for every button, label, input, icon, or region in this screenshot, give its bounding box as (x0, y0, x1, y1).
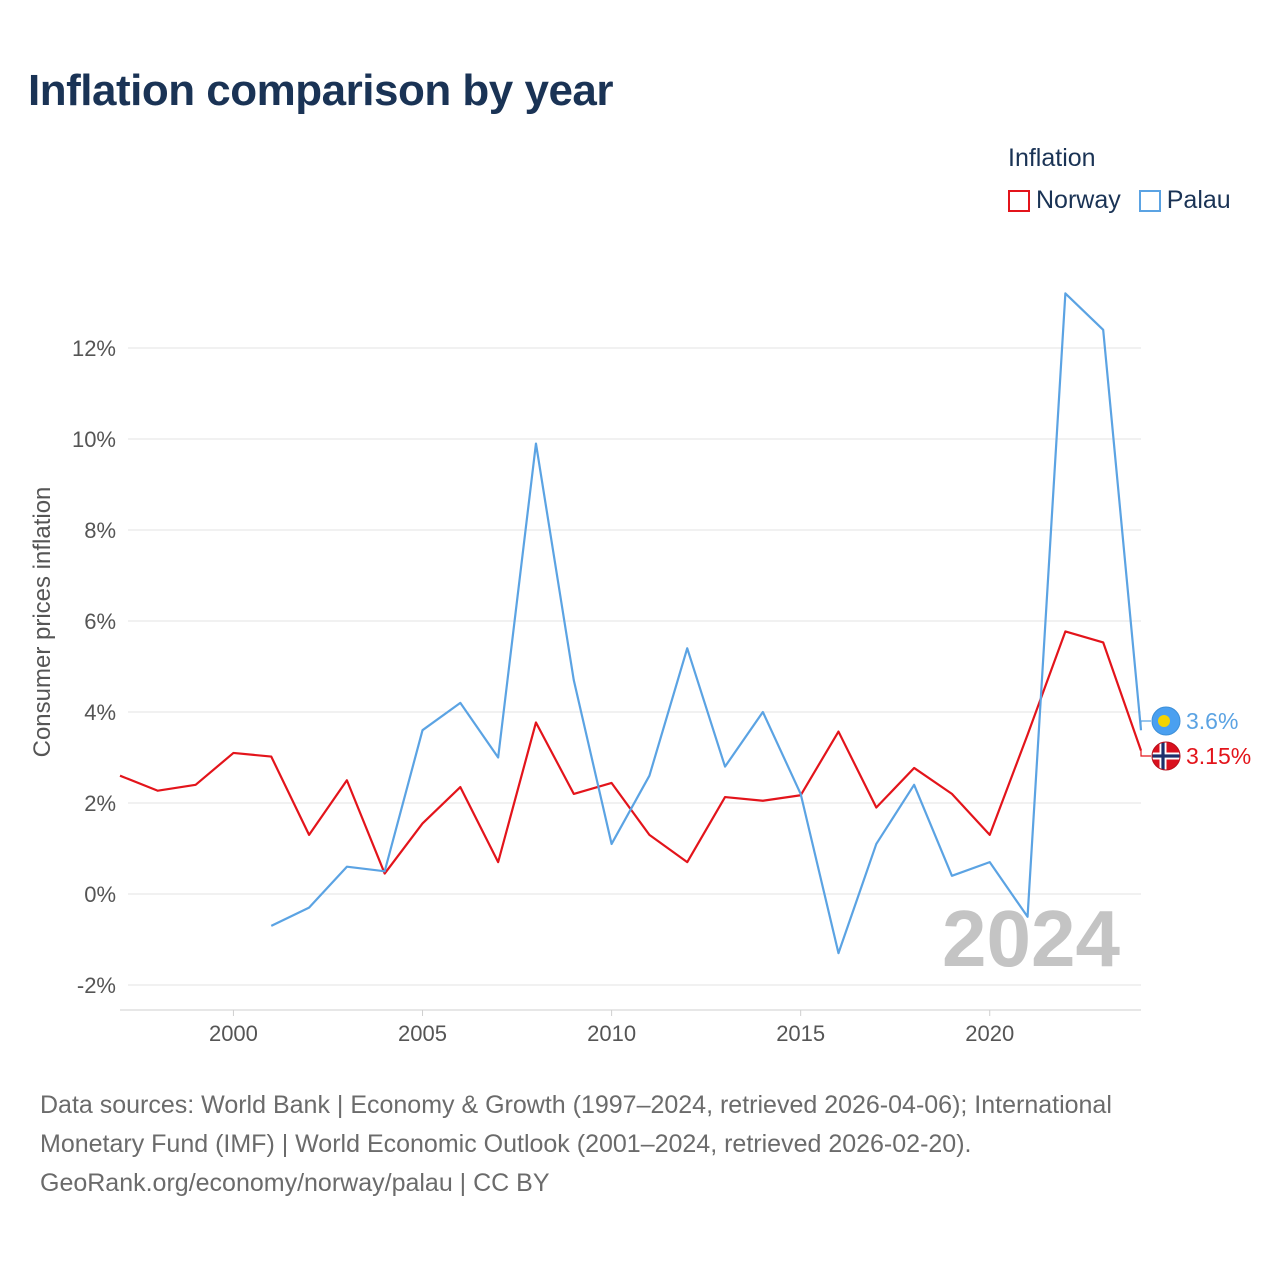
gridlines (128, 347, 1141, 986)
y-axis-ticks: -2% 0% 2% 4% 6% 8% 10% 12% (72, 336, 116, 998)
y-tick-label: 6% (84, 609, 116, 634)
x-axis-ticks: 2000 2005 2010 2015 2020 (209, 1010, 1014, 1046)
legend-label-palau: Palau (1166, 186, 1231, 214)
legend-title: Inflation (1008, 144, 1096, 172)
legend-swatch-palau (1138, 189, 1161, 212)
y-tick-label: 4% (84, 700, 116, 725)
legend-label-norway: Norway (1036, 186, 1121, 214)
legend-item-norway[interactable]: Norway (1008, 186, 1121, 215)
source-line-2: Monetary Fund (IMF) | World Economic Out… (40, 1130, 972, 1158)
source-note: Data sources: World Bank | Economy & Gro… (40, 1086, 1240, 1203)
norway-flag-icon (1151, 741, 1181, 771)
y-tick-label: 8% (84, 518, 116, 543)
x-tick-label: 2010 (587, 1021, 636, 1046)
end-markers: 3.15% 3.6% (1140, 706, 1251, 771)
y-tick-label: 2% (84, 791, 116, 816)
legend-item-palau[interactable]: Palau (1138, 186, 1231, 215)
legend-swatch-norway (1008, 189, 1030, 212)
series-line-palau (270, 292, 1143, 955)
norway-flag-blue-v (1161, 742, 1165, 770)
series-line-norway (119, 630, 1143, 875)
norway-flag-ring (1151, 741, 1181, 771)
x-tick-label: 2020 (965, 1021, 1014, 1046)
palau-flag-disc (1158, 715, 1170, 727)
series-lines (119, 292, 1143, 955)
norway-flag-body (1152, 742, 1180, 770)
y-tick-label: 10% (72, 427, 116, 452)
connector-norway (1140, 750, 1151, 757)
year-watermark: 2024 (942, 894, 1120, 983)
connector-palau (1140, 720, 1151, 731)
y-tick-label: 0% (84, 882, 116, 907)
source-line-3: GeoRank.org/economy/norway/palau | CC BY (40, 1169, 550, 1197)
chart-title: Inflation comparison by year (28, 66, 614, 115)
legend: Norway Palau (1008, 186, 1231, 215)
end-label-palau: 3.6% (1186, 708, 1238, 734)
norway-flag-blue-h (1152, 754, 1180, 758)
y-tick-label: 12% (72, 336, 116, 361)
y-tick-label: -2% (77, 973, 116, 998)
y-axis-label: Consumer prices inflation (29, 487, 56, 758)
end-label-norway: 3.15% (1186, 743, 1251, 769)
x-tick-label: 2015 (776, 1021, 825, 1046)
x-tick-label: 2005 (398, 1021, 447, 1046)
source-line-1: Data sources: World Bank | Economy & Gro… (40, 1091, 1112, 1119)
x-tick-label: 2000 (209, 1021, 258, 1046)
